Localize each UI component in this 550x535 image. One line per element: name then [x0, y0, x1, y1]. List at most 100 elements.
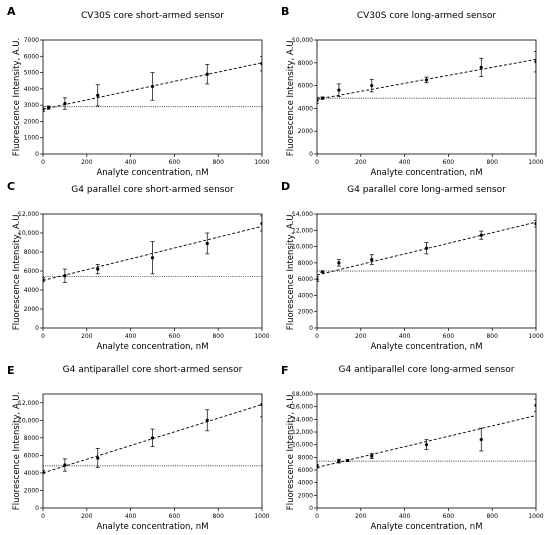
y-tick-label: 5000 [24, 70, 39, 77]
plot-area [317, 398, 536, 469]
panel-a: A CV30S core short-armed sensor 0 200 400 600… [7, 5, 270, 178]
data-point [150, 436, 155, 440]
plot-area [317, 220, 536, 282]
x-tick-label: 800 [212, 333, 224, 340]
chart-title: G4 antiparallel core long-armed sensor [339, 365, 515, 375]
x-tick-label: 200 [355, 333, 367, 340]
data-point [370, 454, 374, 458]
data-point [479, 438, 483, 442]
x-tick-label: 400 [125, 333, 137, 340]
panel-letter: E [7, 364, 15, 377]
y-axis-label: Fluorescence Intensity, A.U. [286, 38, 296, 156]
y-tick-label: 8000 [298, 260, 313, 267]
data-point [96, 456, 100, 460]
x-tick-label: 200 [81, 159, 93, 166]
x-tick-label: 800 [486, 159, 498, 166]
y-tick-label: 16,000 [292, 404, 313, 411]
x-tick-label: 1000 [254, 513, 269, 520]
y-tick-label: 4000 [24, 287, 39, 294]
y-tick-label: 8000 [24, 435, 39, 442]
x-tick-label: 200 [81, 513, 93, 520]
y-tick-label: 12,000 [18, 400, 39, 407]
y-tick-label: 10,000 [292, 442, 313, 449]
x-tick-label: 600 [443, 159, 455, 166]
x-tick-label: 0 [41, 159, 45, 166]
data-point [63, 463, 67, 467]
plot-area [317, 51, 536, 104]
x-tick-label: 400 [125, 513, 137, 520]
data-point [337, 88, 341, 92]
x-axis-label: Analyte concentration, nM [370, 522, 482, 532]
y-tick-label: 4000 [298, 480, 313, 487]
y-axis-label: Fluorescence Intensity, A.U. [12, 38, 22, 156]
x-tick-label: 400 [125, 159, 137, 166]
data-point [479, 65, 483, 69]
panel-e: E G4 antiparallel core short-armed sensor… [7, 364, 270, 532]
panel-b: B CV30S core long-armed sensor 0 200 400 600 8… [281, 5, 544, 178]
x-axis-label: Analyte concentration, nM [370, 342, 482, 352]
y-tick-label: 3000 [24, 102, 39, 109]
y-tick-label: 10,000 [292, 37, 313, 44]
plot-area [43, 215, 262, 283]
x-tick-label: 0 [41, 333, 45, 340]
y-tick-label: 4000 [24, 470, 39, 477]
x-tick-label: 400 [399, 159, 411, 166]
x-tick-label: 1000 [254, 159, 269, 166]
x-tick-label: 1000 [528, 513, 543, 520]
y-tick-label: 6000 [298, 83, 313, 90]
x-tick-label: 0 [315, 333, 319, 340]
data-point [317, 98, 319, 103]
y-axis-label: Fluorescence Intensity, A.U. [286, 212, 296, 330]
x-tick-label: 800 [212, 513, 224, 520]
panel-f: F G4 antiparallel core long-armed sensor 0… [281, 364, 544, 532]
plot-frame [42, 393, 263, 509]
data-point [346, 458, 350, 463]
y-tick-label: 6000 [24, 53, 39, 60]
plot-frame [316, 393, 537, 509]
y-tick-label: 0 [309, 151, 313, 158]
panel-letter: C [7, 180, 15, 193]
x-axis-label: Analyte concentration, nM [370, 168, 482, 178]
y-tick-label: 12,000 [18, 211, 39, 218]
data-point [43, 277, 45, 282]
x-tick-label: 800 [486, 513, 498, 520]
y-tick-label: 12,000 [292, 227, 313, 234]
panel-letter: A [7, 5, 16, 18]
chart-title: G4 parallel core short-armed sensor [71, 185, 234, 195]
y-tick-label: 4000 [298, 292, 313, 299]
x-tick-label: 600 [169, 159, 181, 166]
x-tick-label: 600 [169, 333, 181, 340]
data-point [370, 258, 374, 262]
y-tick-label: 0 [309, 505, 313, 512]
data-point [320, 270, 325, 274]
plot-frame [316, 39, 537, 155]
panel-c: C G4 parallel core short-armed sensor 0 200… [7, 180, 270, 352]
data-point [150, 84, 155, 89]
data-point [337, 459, 341, 463]
y-tick-label: 10,000 [18, 230, 39, 237]
panel-letter: F [281, 364, 289, 377]
data-point [205, 72, 209, 76]
data-point [534, 60, 536, 64]
x-tick-label: 800 [212, 159, 224, 166]
y-tick-label: 2000 [24, 306, 39, 313]
plot-area [43, 55, 262, 113]
data-point [63, 101, 67, 106]
data-point [317, 464, 319, 468]
data-point [260, 221, 262, 226]
panel-d: D G4 parallel core long-armed sensor 0 200 4… [281, 180, 544, 352]
data-point [205, 418, 209, 422]
y-tick-label: 12,000 [292, 429, 313, 436]
data-point [96, 267, 100, 271]
y-tick-label: 4000 [298, 105, 313, 112]
y-tick-label: 6000 [298, 276, 313, 283]
data-point [479, 233, 483, 237]
x-tick-label: 800 [486, 333, 498, 340]
plot-frame [42, 39, 263, 155]
data-point [317, 277, 319, 281]
y-tick-label: 0 [35, 151, 39, 158]
data-point [63, 274, 67, 278]
data-point [424, 246, 429, 250]
chart-title: G4 parallel core long-armed sensor [347, 185, 506, 195]
